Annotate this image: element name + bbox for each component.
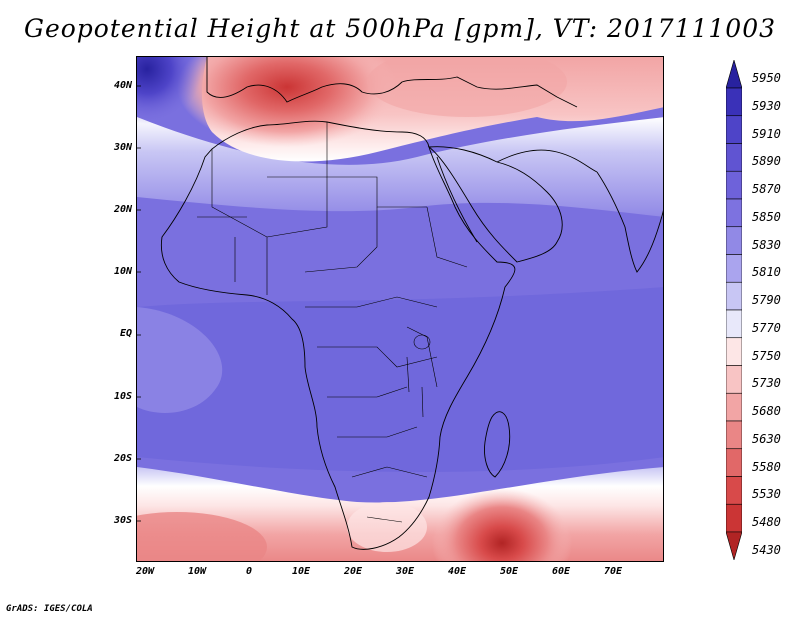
field-north-transition — [137, 117, 663, 217]
europe-coast — [206, 57, 578, 108]
lat-label-10s: 10S — [113, 391, 132, 402]
map-panel — [136, 56, 664, 562]
colorbar-swatch — [725, 115, 743, 144]
colorbar-level-label: 5530 — [752, 487, 781, 502]
lon-label-30e: 30E — [395, 566, 415, 577]
coastlines — [160, 57, 663, 550]
colorbar-level-label: 5870 — [752, 182, 781, 196]
arabia-outline — [427, 146, 563, 263]
lat-label-20n: 20N — [113, 204, 132, 215]
field-south-african-patch — [347, 502, 427, 552]
field-eq-west — [137, 307, 223, 413]
colorbar-swatch — [725, 226, 743, 255]
geopotential-map — [137, 57, 663, 561]
colorbar-level-label: 5850 — [752, 209, 781, 224]
colorbar-swatch — [725, 503, 743, 533]
colorbar-swatch — [725, 476, 743, 505]
colorbar-swatch — [725, 143, 743, 172]
field-nw-high — [137, 57, 202, 124]
colorbar-swatch — [725, 281, 743, 311]
colorbar-swatch — [725, 170, 743, 200]
red-sea — [436, 156, 478, 243]
colorbar — [725, 58, 743, 564]
field-sw-low — [137, 512, 267, 561]
colorbar-level-label: 5890 — [752, 154, 781, 169]
madagascar-outline — [484, 411, 511, 478]
colorbar-level-label: 5630 — [752, 431, 781, 446]
colorbar-swatch — [725, 365, 743, 394]
colorbar-level-label: 5770 — [752, 320, 781, 335]
lon-label-40e: 40E — [447, 566, 467, 577]
colorbar-swatch — [725, 337, 743, 366]
colorbar-bottom-triangle — [725, 531, 743, 562]
africa-outline — [160, 120, 516, 550]
colorbar-level-label: 5580 — [752, 459, 781, 474]
colorbar-swatch — [725, 87, 743, 117]
india-outline — [596, 171, 663, 273]
colorbar-level-label: 5810 — [752, 265, 781, 280]
chart-title: Geopotential Height at 500hPa [gpm], VT:… — [23, 14, 777, 43]
axis-ticks — [137, 85, 141, 522]
colorbar-level-label: 5830 — [752, 237, 781, 252]
lon-label-20w: 20W — [135, 566, 155, 577]
field-turkey-band — [367, 57, 567, 117]
colorbar-level-label: 5930 — [752, 98, 781, 113]
colorbar-level-label: 5790 — [752, 293, 781, 307]
lat-label-20s: 20S — [113, 453, 132, 464]
colorbar-swatch — [725, 448, 743, 477]
lat-label-40n: 40N — [113, 80, 132, 91]
lat-label-eq: EQ — [119, 328, 132, 339]
credit-text: GrADS: IGES/COLA — [6, 604, 93, 614]
iran-coast — [496, 149, 598, 173]
colorbar-swatch — [725, 198, 743, 228]
lon-label-70e: 70E — [603, 566, 623, 577]
colorbar-swatch — [725, 254, 743, 283]
lat-label-30n: 30N — [113, 142, 132, 153]
colorbar-level-label: 5910 — [752, 126, 781, 141]
colorbar-top-triangle — [725, 58, 743, 89]
colorbar-level-label: 5680 — [752, 404, 781, 418]
lat-label-10n: 10N — [113, 266, 132, 277]
lon-label-10e: 10E — [291, 566, 311, 577]
lon-label-60e: 60E — [551, 566, 571, 577]
country-borders — [197, 122, 468, 523]
lon-label-20e: 20E — [343, 566, 363, 577]
lon-label-0: 0 — [245, 566, 253, 577]
colorbar-level-label: 5480 — [752, 515, 781, 529]
lon-label-10w: 10W — [187, 566, 207, 577]
lakes — [406, 334, 431, 418]
colorbar-swatch — [725, 309, 743, 339]
colorbar-level-label: 5950 — [752, 71, 781, 85]
colorbar-swatches — [725, 58, 743, 562]
colorbar-level-label: 5750 — [752, 348, 781, 363]
lat-label-30s: 30S — [113, 515, 132, 526]
colorbar-swatch — [725, 420, 743, 450]
colorbar-swatch — [725, 392, 743, 422]
field-tropics — [137, 287, 663, 472]
colorbar-level-label: 5430 — [752, 542, 781, 557]
field-south-low — [432, 488, 572, 561]
colorbar-level-label: 5730 — [752, 376, 781, 391]
lon-label-50e: 50E — [499, 566, 519, 577]
